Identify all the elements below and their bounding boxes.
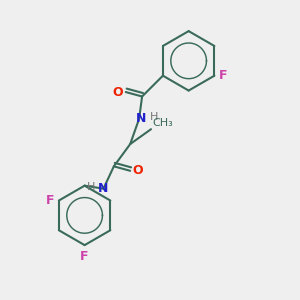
Text: N: N [98,182,109,195]
Text: F: F [80,250,89,262]
Text: F: F [46,194,54,207]
Text: N: N [135,112,146,125]
Text: O: O [133,164,143,177]
Text: CH₃: CH₃ [152,118,173,128]
Text: O: O [113,85,123,98]
Text: F: F [219,69,227,82]
Text: H: H [149,112,158,122]
Text: H: H [87,182,95,192]
